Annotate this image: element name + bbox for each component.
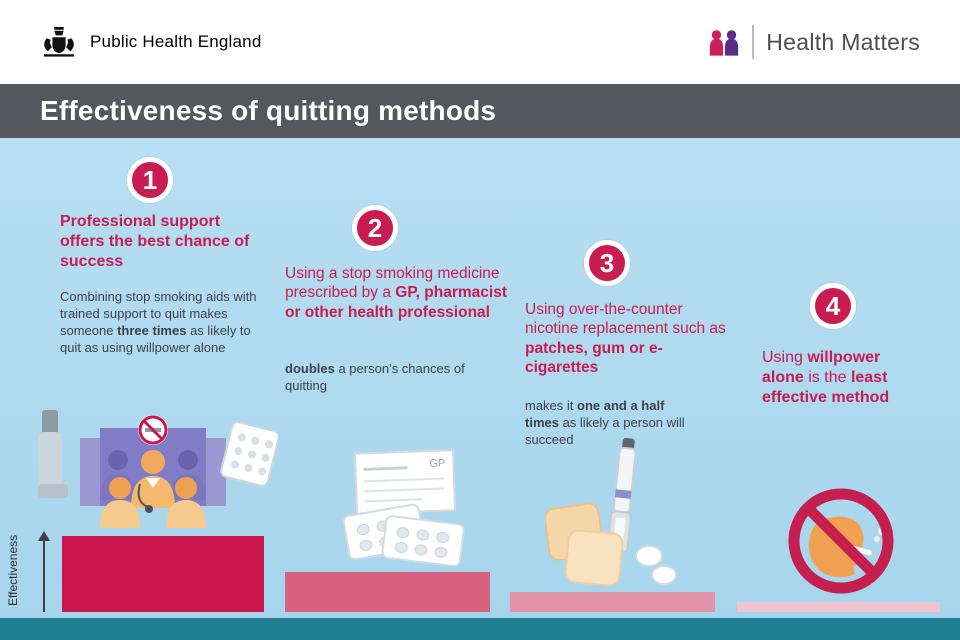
title-banner: Effectiveness of quitting methods [0,84,960,138]
step-2-heading-part: Using a stop smoking medicine prescribed… [285,265,500,302]
svg-text:GP: GP [429,457,445,470]
step-3-badge: 3 [584,240,630,286]
nicotine-patch-icon [564,529,624,587]
phe-logo: Public Health England [40,26,261,58]
step-2-heading-part-bold: GP, pharmacist or other health professio… [285,284,507,321]
support-group-illustration [26,404,278,528]
effectiveness-bar-2 [285,572,490,612]
step-3-body: makes it one and a half times as likely … [525,397,695,448]
blister-pack-icon [220,421,278,487]
step-3-heading-part-bold: patches, gum or e-cigarettes [525,339,663,377]
health-matters-icon [710,29,739,56]
inhaler-icon [42,410,58,436]
step-1-badge: 1 [127,157,173,203]
health-matters-text: Health Matters [766,28,920,55]
page-title: Effectiveness of quitting methods [40,95,497,126]
step-4-heading: Using willpower alone is the least effec… [762,348,920,408]
step-4-heading-part-bold: least effective method [762,369,890,406]
effectiveness-axis-line [43,540,45,612]
effectiveness-bar-3 [510,592,715,612]
step-1-heading-part: Professional support offers the best cha… [60,213,250,270]
step-1-heading: Professional support offers the best cha… [60,212,258,272]
step-1-number: 1 [142,164,158,195]
step-3-heading-part: Using over-the-counter nicotine replacem… [525,301,726,338]
logo-divider [752,25,755,59]
step-1-body: Combining stop smoking aids with trained… [60,288,260,357]
step-1-body-part: Combining stop smoking aids with trained… [60,289,257,339]
step-2-body-part: a person’s chances of quitting [285,361,465,394]
effectiveness-axis-arrow-icon [38,531,50,541]
step-2-body-part-bold: doubles [285,361,335,376]
prohibition-circle-icon [788,488,894,594]
nrt-illustration [545,436,680,594]
step-3-heading: Using over-the-counter nicotine replacem… [525,300,735,378]
step-1-body-part: as likely to quit as using willpower alo… [60,323,251,356]
willpower-prohibition-illustration [785,485,897,597]
step-4-heading-part: Using [762,349,808,366]
step-3-body-part: makes it [525,398,578,413]
step-2-badge: 2 [352,205,398,251]
blister-pack-icon [381,515,465,566]
prescription-illustration: GP [342,448,467,566]
effectiveness-bars [62,536,940,612]
step-4-heading-part-bold: willpower alone [762,349,881,386]
effectiveness-bar-4 [737,602,940,612]
phe-logo-text: Public Health England [90,32,262,51]
doctor-icon [141,450,165,474]
step-3-number: 3 [599,247,615,278]
step-4-badge: 4 [810,283,856,329]
head-profile-icon [809,516,864,578]
step-2-number: 2 [367,212,383,243]
step-1-body-part-bold: three times [117,323,187,339]
effectiveness-axis-label: Effectiveness [6,534,20,606]
step-4-number: 4 [825,290,841,321]
step-2-body: doubles a person’s chances of quitting [285,360,473,394]
gum-icon [651,565,677,585]
step-2-heading: Using a stop smoking medicine prescribed… [285,264,507,322]
step-3-body-part: as likely a person will succeed [525,415,685,448]
bottom-strip [0,618,960,640]
phe-crest-icon [43,26,75,57]
step-4-heading-part: is the [803,369,851,386]
effectiveness-bar-1 [62,536,264,612]
gum-icon [635,545,663,567]
step-3-body-part-bold: one and a half times [525,398,665,431]
prescription-sheet-icon: GP [353,449,457,515]
header: Public Health England Health Matters [0,0,960,84]
health-matters-logo: Health Matters [708,25,920,59]
